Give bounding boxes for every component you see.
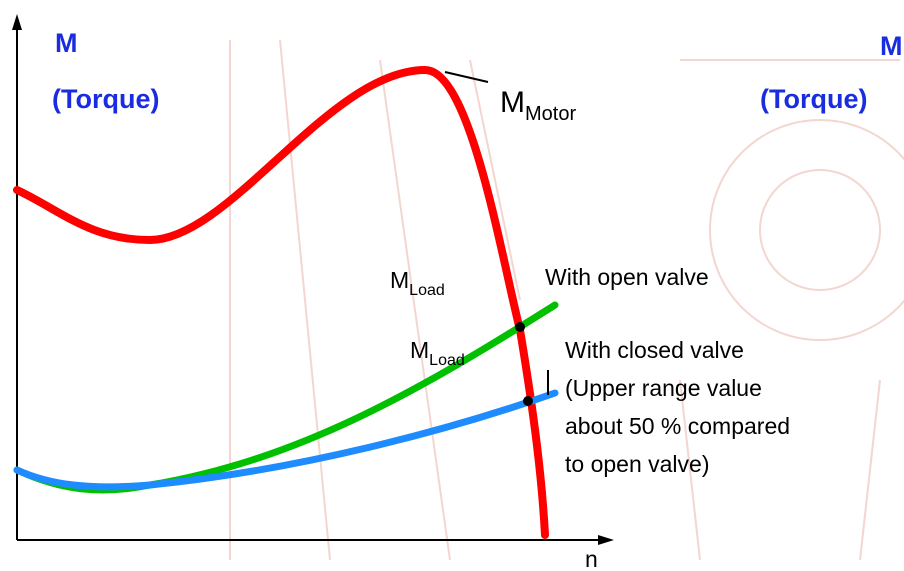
closed-valve-label: With closed valve — [565, 337, 744, 363]
motor-label: MMotor — [500, 86, 576, 125]
closed-valve-label: about 50 % compared — [565, 413, 790, 439]
closed-valve-label: to open valve) — [565, 451, 709, 477]
x-axis-label: n — [585, 546, 598, 571]
leader-line — [444, 71, 489, 83]
symbol: M — [390, 267, 409, 293]
subscript: Load — [429, 352, 465, 369]
closed-valve-curve — [13, 389, 559, 491]
symbol: M — [410, 337, 429, 363]
motor-curve — [13, 65, 549, 539]
axes — [12, 14, 614, 545]
subscript: Motor — [525, 103, 576, 125]
axis-symbol: M — [55, 28, 78, 58]
symbol: M — [500, 86, 525, 119]
subscript: Load — [409, 282, 445, 299]
axis-symbol: M — [880, 31, 903, 61]
load-label: MLoad — [410, 337, 465, 369]
axis-label: (Torque) — [760, 84, 867, 114]
operating-point — [515, 322, 525, 332]
open-valve-label: With open valve — [545, 264, 709, 290]
closed-valve-label: (Upper range value — [565, 375, 762, 401]
axis-label: (Torque) — [52, 84, 159, 114]
watermark — [229, 39, 904, 561]
operating-point — [523, 396, 533, 406]
load-label: MLoad — [390, 267, 445, 299]
